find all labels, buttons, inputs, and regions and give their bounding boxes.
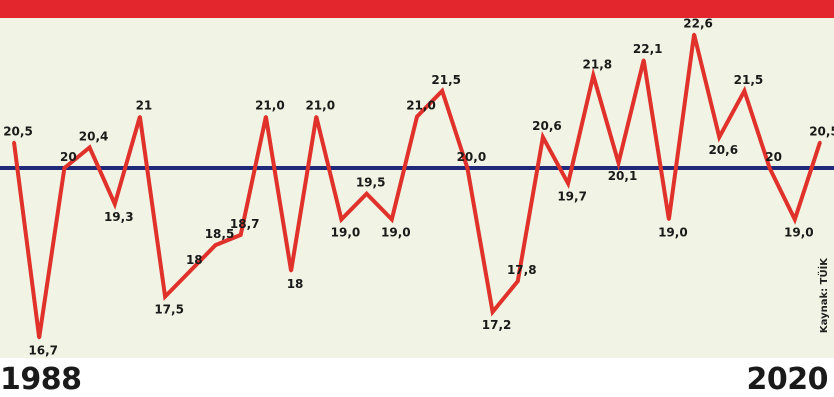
data-point (113, 202, 117, 206)
data-label: 20 (765, 150, 782, 164)
data-label: 22,6 (683, 18, 713, 30)
data-point (793, 217, 797, 221)
data-point (440, 89, 444, 93)
data-label: 19,0 (331, 225, 361, 239)
data-point (491, 310, 495, 314)
data-label: 21,5 (734, 73, 764, 87)
data-point (541, 135, 545, 139)
data-point (617, 161, 620, 165)
data-point (239, 233, 243, 237)
data-point (37, 336, 41, 340)
data-label: 19,0 (381, 225, 411, 239)
x-axis-start-label: 1988 (0, 362, 82, 397)
data-label: 21,0 (305, 99, 335, 113)
data-label: 20,6 (708, 143, 738, 157)
data-point (818, 140, 822, 144)
data-label: 20 (60, 150, 77, 164)
data-point (692, 32, 696, 36)
data-label: 21,5 (431, 73, 461, 87)
data-label: 21 (136, 99, 153, 113)
data-point (163, 295, 167, 299)
data-label: 19,3 (104, 210, 134, 224)
x-axis-end-label: 2020 (746, 362, 829, 397)
data-point (667, 217, 671, 221)
data-label: 19,0 (784, 225, 814, 239)
data-label: 21,0 (406, 99, 436, 113)
data-point (390, 217, 394, 221)
data-point (591, 73, 595, 77)
line-chart: 20,516,72020,419,32117,51818,518,721,018… (0, 18, 834, 358)
data-label: 20,6 (532, 119, 562, 133)
data-label: 18,7 (230, 217, 260, 231)
data-label: 20,0 (457, 150, 487, 164)
data-point (214, 243, 217, 247)
data-label: 17,5 (154, 303, 184, 317)
data-label: 16,7 (28, 344, 58, 358)
data-point (516, 279, 520, 283)
data-label: 19,5 (356, 176, 386, 190)
data-label: 21,8 (583, 57, 613, 71)
data-label: 20,4 (79, 129, 109, 143)
data-label: 19,7 (557, 189, 587, 203)
data-point (415, 115, 419, 119)
data-point (465, 166, 469, 170)
data-point (365, 192, 369, 196)
chart-background (0, 18, 834, 358)
data-label: 19,0 (658, 225, 688, 239)
data-label: 17,8 (507, 263, 537, 277)
data-point (62, 166, 66, 170)
data-point (289, 269, 293, 273)
data-label: 21,0 (255, 99, 285, 113)
data-point (742, 89, 746, 93)
data-label: 18,5 (205, 227, 235, 241)
series-line (12, 33, 822, 338)
data-point (339, 217, 343, 221)
data-point (12, 140, 16, 144)
data-label: 17,2 (482, 318, 512, 332)
data-point (138, 115, 142, 119)
top-banner (0, 0, 834, 18)
data-point (314, 115, 318, 119)
data-point (717, 135, 721, 139)
source-credit: Kaynak: TÜİK (818, 257, 830, 334)
data-point (642, 58, 646, 62)
data-label: 18 (186, 253, 203, 267)
data-point (188, 269, 192, 273)
data-label: 18 (287, 277, 304, 291)
data-point (88, 145, 92, 149)
data-label: 20,1 (608, 169, 638, 183)
data-label: 20,5 (809, 124, 834, 138)
data-label: 22,1 (633, 42, 663, 56)
data-label: 20,5 (3, 124, 33, 138)
data-point (566, 181, 570, 185)
data-point (264, 115, 268, 119)
data-point (768, 166, 772, 170)
